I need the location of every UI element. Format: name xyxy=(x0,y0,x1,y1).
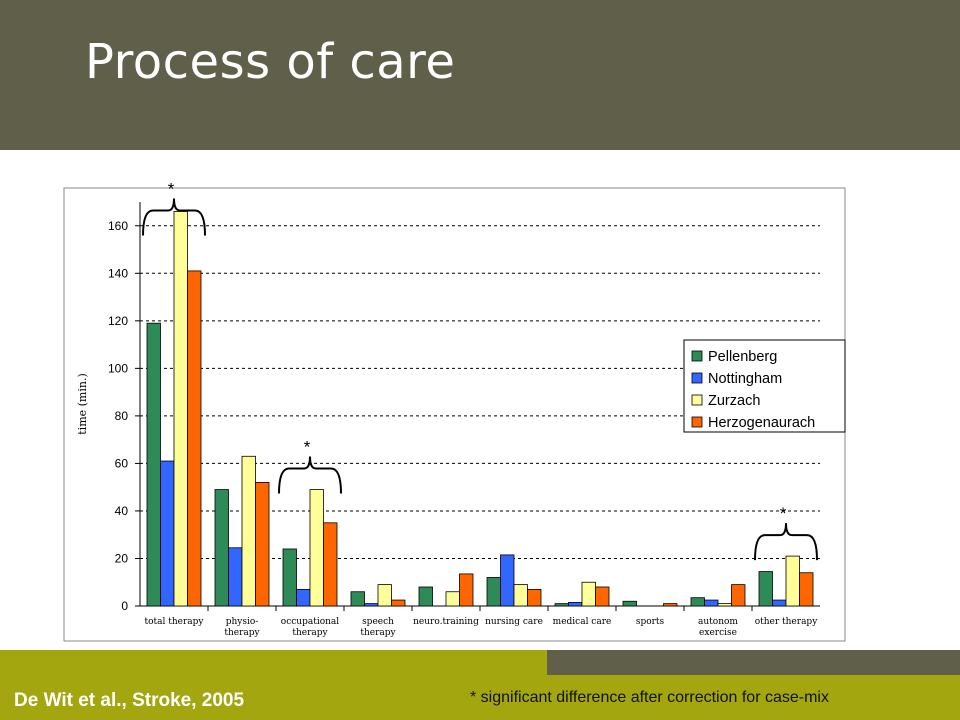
bar-herzogenaurach xyxy=(323,522,338,607)
x-category-label: exercise xyxy=(699,628,737,638)
bar-pellenberg xyxy=(622,600,637,607)
bar-zurzach xyxy=(581,581,596,607)
bar-nottingham xyxy=(772,599,787,607)
slide-title: Process of care xyxy=(85,34,456,90)
bar-nottingham xyxy=(228,547,243,607)
footnote: * significant difference after correctio… xyxy=(470,689,829,706)
bar-herzogenaurach xyxy=(187,270,202,607)
bar-herzogenaurach xyxy=(391,599,406,607)
x-category-label: neuro.training xyxy=(413,617,479,627)
y-tick-label: 60 xyxy=(115,456,129,470)
x-category-label: autonom xyxy=(698,617,738,627)
bar-nottingham xyxy=(296,588,311,607)
bar-nottingham xyxy=(364,603,379,607)
bar-nottingham xyxy=(500,554,515,607)
footer-bar-left xyxy=(0,650,547,720)
chart-container: 0 20 40 60 80 100 120 140 160 time (min.) total th… xyxy=(0,150,960,650)
x-category-label: therapy xyxy=(360,628,396,638)
x-category-label: nursing care xyxy=(485,617,543,627)
significance-marker: * xyxy=(780,504,787,523)
significance-brace xyxy=(278,456,342,494)
bar-pellenberg xyxy=(146,322,161,607)
bar-pellenberg xyxy=(758,571,773,607)
bar-nottingham xyxy=(160,460,175,607)
bar-herzogenaurach xyxy=(459,573,474,607)
bar-pellenberg xyxy=(690,597,705,607)
legend-swatch xyxy=(691,350,703,362)
x-category-label: physio- xyxy=(226,617,259,627)
footer-bar-right xyxy=(547,675,960,720)
x-category-label: sports xyxy=(636,617,665,627)
bar-chart: 0 20 40 60 80 100 120 140 160 time (min.) total th… xyxy=(63,180,846,642)
x-category-label: therapy xyxy=(292,628,328,638)
bar-zurzach xyxy=(173,211,188,607)
x-category-label: occupational xyxy=(281,617,339,627)
y-tick-label: 0 xyxy=(121,599,128,613)
bar-pellenberg xyxy=(214,489,229,607)
bar-nottingham xyxy=(704,599,719,607)
legend-swatch xyxy=(691,416,703,428)
legend-label: Herzogenaurach xyxy=(708,415,815,431)
bar-nottingham xyxy=(568,602,583,607)
bar-pellenberg xyxy=(350,591,365,607)
significance-brace xyxy=(754,523,818,561)
bar-herzogenaurach xyxy=(799,572,814,607)
x-category-label: therapy xyxy=(224,628,260,638)
citation: De Wit et al., Stroke, 2005 xyxy=(14,690,245,711)
legend-label: Zurzach xyxy=(708,393,760,409)
y-tick-label: 80 xyxy=(115,409,129,423)
legend-label: Pellenberg xyxy=(708,349,777,365)
legend-box xyxy=(683,339,846,433)
significance-marker: * xyxy=(168,180,175,199)
x-category-label: medical care xyxy=(553,617,612,627)
bar-herzogenaurach xyxy=(595,586,610,607)
bar-zurzach xyxy=(717,603,732,607)
legend-swatch xyxy=(691,394,703,406)
bar-herzogenaurach xyxy=(527,588,542,607)
x-category-label: speech xyxy=(362,617,394,627)
significance-brace xyxy=(142,198,206,236)
bar-zurzach xyxy=(785,555,800,607)
bar-zurzach xyxy=(513,584,528,607)
bar-pellenberg xyxy=(418,586,433,607)
bar-pellenberg xyxy=(486,577,501,607)
legend-label: Nottingham xyxy=(708,371,782,387)
bar-pellenberg xyxy=(554,603,569,607)
bar-herzogenaurach xyxy=(663,603,678,607)
bar-herzogenaurach xyxy=(255,482,270,607)
bar-zurzach xyxy=(445,591,460,607)
y-tick-label: 120 xyxy=(108,314,128,328)
bar-zurzach xyxy=(309,489,324,607)
y-axis-label: time (min.) xyxy=(76,373,89,435)
footer-bar-dark xyxy=(547,650,960,675)
significance-marker: * xyxy=(304,438,311,457)
y-tick-label: 20 xyxy=(115,551,129,565)
header-bar xyxy=(0,0,960,150)
y-tick-label: 40 xyxy=(115,504,129,518)
legend-swatch xyxy=(691,372,703,384)
bar-zurzach xyxy=(377,584,392,607)
bar-pellenberg xyxy=(282,548,297,607)
bar-zurzach xyxy=(241,455,256,607)
x-category-label: total therapy xyxy=(144,617,204,627)
y-tick-label: 100 xyxy=(108,361,128,375)
bar-herzogenaurach xyxy=(731,584,746,607)
y-tick-label: 160 xyxy=(108,219,128,233)
y-tick-label: 140 xyxy=(108,266,128,280)
x-category-label: other therapy xyxy=(755,617,818,627)
